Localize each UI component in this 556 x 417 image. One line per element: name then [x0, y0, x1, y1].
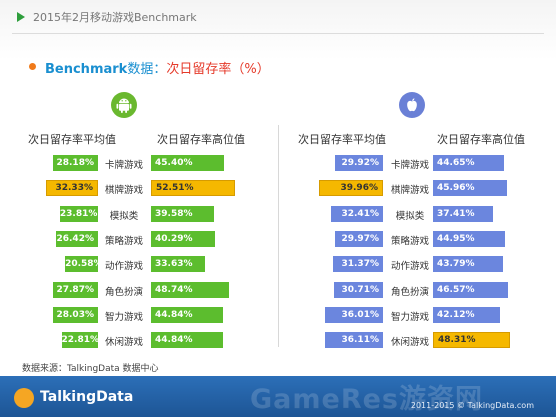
header-arrow-icon — [17, 12, 25, 22]
android-category-label: 卡牌游戏 — [104, 160, 143, 171]
android-high-bar: 33.63% — [151, 256, 205, 273]
android-avg-header: 次日留存率平均值 — [28, 133, 116, 146]
android-avg-bar: 28.03% — [53, 306, 98, 323]
android-category-label: 动作游戏 — [104, 261, 143, 273]
ios-high-bar: 46.57% — [433, 281, 508, 298]
android-high-bar: 52.51% — [151, 180, 236, 197]
android-avg-bar: 32.33% — [46, 180, 98, 197]
android-avg-bar: 20.58% — [65, 256, 103, 273]
ios-category-label: 角色扮演 — [390, 286, 429, 298]
android-category-label: 策略游戏 — [104, 235, 143, 247]
ios-avg-bar: 36.11% — [325, 332, 383, 349]
android-category-label: 休闲游戏 — [104, 337, 143, 349]
talkingdata-logo-icon — [14, 388, 34, 408]
bullet-icon — [29, 63, 36, 70]
ios-high-bar: 42.12% — [433, 306, 501, 323]
ios-high-bar: 44.95% — [433, 230, 505, 247]
data-source: 数据来源：TalkingData 数据中心 — [22, 364, 159, 374]
chart-subtitle: Benchmark数据：次日留存率（%） — [45, 58, 270, 77]
header-divider — [12, 33, 544, 34]
android-high-bar: 40.29% — [151, 230, 216, 247]
subtitle-part1: Benchmark — [45, 62, 128, 77]
ios-avg-bar: 39.96% — [319, 180, 383, 197]
android-high-bar: 39.58% — [151, 205, 215, 222]
ios-avg-bar: 29.97% — [335, 230, 383, 247]
ios-avg-bar: 29.92% — [335, 155, 383, 171]
ios-category-label: 模拟类 — [395, 210, 425, 222]
ios-high-bar: 37.41% — [433, 205, 493, 222]
apple-glyph-icon — [407, 98, 417, 112]
copyright: 2011-2015 © TalkingData.com — [410, 401, 534, 410]
ios-high-bar: 44.65% — [433, 155, 505, 171]
apple-icon — [399, 92, 425, 118]
ios-avg-header: 次日留存率平均值 — [298, 133, 386, 146]
ios-category-label: 动作游戏 — [390, 261, 429, 273]
android-avg-bar: 23.81% — [59, 205, 98, 222]
ios-avg-bar: 31.37% — [332, 256, 383, 273]
ios-high-bar: 45.96% — [433, 180, 507, 197]
ios-high-header: 次日留存率高位值 — [437, 133, 525, 146]
ios-category-label: 策略游戏 — [390, 235, 429, 247]
android-category-label: 智力游戏 — [104, 311, 143, 323]
android-high-header: 次日留存率高位值 — [157, 133, 245, 146]
ios-category-label: 休闲游戏 — [390, 337, 429, 349]
android-icon — [111, 92, 137, 118]
watermark: GameRes游资网 — [250, 384, 484, 415]
platform-divider — [278, 125, 279, 347]
android-avg-bar: 28.18% — [52, 155, 98, 171]
android-category-label: 模拟类 — [109, 210, 139, 222]
android-high-bar: 44.84% — [151, 306, 223, 323]
subtitle-part2: 数据： — [127, 62, 167, 77]
page-title: 2015年2月移动游戏Benchmark — [33, 11, 197, 24]
ios-category-label: 卡牌游戏 — [390, 160, 429, 171]
ios-high-bar: 48.31% — [433, 332, 511, 349]
ios-high-bar: 43.79% — [433, 256, 504, 273]
subtitle-part3: 次日留存率（%） — [166, 62, 270, 77]
android-avg-bar: 26.42% — [55, 230, 98, 247]
footer-logo: TalkingData — [40, 389, 134, 405]
android-high-bar: 44.84% — [151, 332, 223, 349]
android-glyph-icon — [116, 98, 132, 113]
footer-bar — [0, 376, 556, 417]
android-high-bar: 45.40% — [151, 155, 224, 171]
android-avg-bar: 27.87% — [53, 281, 98, 298]
ios-category-label: 智力游戏 — [390, 311, 429, 323]
ios-category-label: 棋牌游戏 — [390, 185, 429, 197]
android-category-label: 棋牌游戏 — [104, 185, 143, 197]
ios-avg-bar: 30.71% — [333, 281, 383, 298]
android-high-bar: 48.74% — [151, 281, 229, 298]
android-category-label: 角色扮演 — [104, 286, 143, 298]
ios-avg-bar: 32.41% — [331, 205, 383, 222]
ios-avg-bar: 36.01% — [325, 306, 383, 323]
android-avg-bar: 22.81% — [61, 332, 99, 349]
